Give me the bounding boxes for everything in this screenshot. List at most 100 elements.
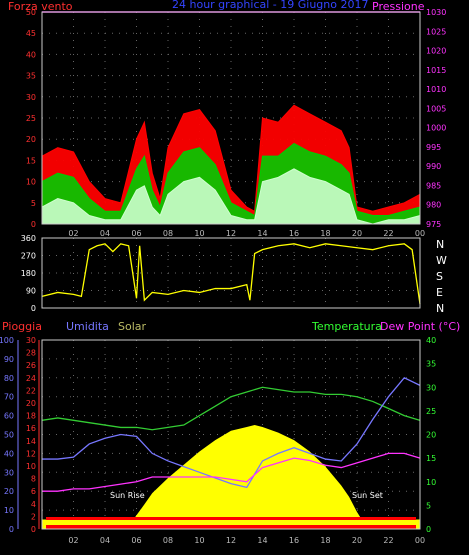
x-tick-label: 12: [226, 229, 236, 238]
rain-tick-label: 8: [31, 475, 36, 484]
temp-series: [41, 376, 421, 529]
humidity-tick-label: 60: [4, 412, 14, 421]
x-tick-label: 18: [320, 536, 330, 545]
wind-tick-label: 30: [26, 93, 36, 102]
x-tick-label: 06: [131, 229, 141, 238]
x-tick-label: 00: [415, 229, 425, 238]
rain-tick-label: 2: [31, 512, 36, 521]
pressure-tick-label: 1020: [426, 47, 446, 56]
rain-tick-label: 22: [26, 386, 36, 395]
temperature-tick-label: 35: [426, 360, 436, 369]
x-tick-label: 08: [163, 229, 173, 238]
pressure-tick-label: 1030: [426, 8, 446, 17]
wind-pressure-chart: Forza vento 24 hour graphical - 19 Giugn…: [8, 0, 446, 238]
wind-tick-label: 15: [26, 156, 36, 165]
temperature-tick-label: 0: [426, 525, 431, 534]
direction-plot-frame: [41, 237, 421, 309]
x-tick-label: 08: [163, 536, 173, 545]
rain-tick-label: 4: [31, 500, 36, 509]
wind-tick-label: 40: [26, 50, 36, 59]
solar-area: [42, 425, 420, 529]
wind-tick-label: 50: [26, 8, 36, 17]
temperature-tick-label: 20: [426, 431, 436, 440]
pressure-tick-label: 995: [426, 143, 441, 152]
humidity-tick-label: 0: [9, 525, 14, 534]
rain-tick-label: 10: [26, 462, 36, 471]
wind-tick-label: 5: [31, 199, 36, 208]
temperature-label: Temperatura: [311, 320, 382, 333]
wind-series-area: [41, 168, 421, 225]
humidity-tick-label: 20: [4, 487, 14, 496]
direction-y-ticks: 0 90 180 270 360: [21, 234, 36, 313]
wind-tick-label: 20: [26, 135, 36, 144]
x-tick-label: 02: [68, 229, 78, 238]
x-tick-label: 22: [383, 536, 393, 545]
rain-tick-label: 18: [26, 412, 36, 421]
chart-title: 24 hour graphical - 19 Giugno 2017: [172, 0, 368, 11]
x-tick-label: 04: [100, 229, 110, 238]
rain-tick-label: 14: [26, 437, 36, 446]
x-tick-label: 16: [289, 536, 299, 545]
direction-tick-label: 180: [21, 269, 36, 278]
compass-label: S: [436, 270, 443, 283]
temperature-tick-label: 30: [426, 383, 436, 392]
x-tick-label: 02: [68, 536, 78, 545]
pressure-tick-label: 1025: [426, 27, 446, 36]
direction-tick-label: 0: [31, 304, 36, 313]
wind-tick-label: 45: [26, 29, 36, 38]
x-tick-label: 20: [352, 536, 362, 545]
humidity-tick-label: 80: [4, 374, 14, 383]
pressure-tick-label: 1000: [426, 124, 446, 133]
wind-tick-label: 35: [26, 72, 36, 81]
temperature-chart: Pioggia Umidita Solar Temperatura Dew Po…: [0, 320, 460, 545]
temperature-tick-label: 5: [426, 501, 431, 510]
sunset-label: Sun Set: [352, 491, 383, 500]
rain-tick-label: 16: [26, 424, 36, 433]
temperature-tick-label: 40: [426, 336, 436, 345]
x-tick-label: 22: [383, 229, 393, 238]
pressure-axis-label: Pressione: [372, 0, 425, 13]
pressure-tick-label: 980: [426, 201, 441, 210]
x-tick-label: 12: [226, 536, 236, 545]
x-tick-label: 14: [257, 229, 267, 238]
x-tick-label: 16: [289, 229, 299, 238]
wind-tick-label: 10: [26, 178, 36, 187]
humidity-tick-label: 100: [0, 336, 14, 345]
wind-plot-frame: [41, 11, 421, 225]
wind-tick-label: 0: [31, 220, 36, 229]
humidity-tick-label: 50: [4, 431, 14, 440]
temperature-tick-label: 25: [426, 407, 436, 416]
x-tick-label: 10: [194, 229, 204, 238]
humidity-tick-label: 10: [4, 506, 14, 515]
dewpoint-line: [42, 452, 421, 492]
rain-tick-label: 30: [26, 336, 36, 345]
wind-y-ticks: 0 5 10 15 20 25 30 35 40 45 50: [26, 8, 36, 229]
humidity-label: Umidita: [66, 320, 109, 333]
pressure-tick-label: 1005: [426, 104, 446, 113]
x-tick-label: 00: [415, 536, 425, 545]
wind-x-ticks: 02 04 06 08 10 12 14 16 18 20 22 00: [68, 229, 425, 238]
compass-label: N: [436, 302, 444, 315]
rain-tick-label: 6: [31, 487, 36, 496]
pressure-tick-label: 1010: [426, 85, 446, 94]
humidity-ticks: 0 10 20 30 40 50 60 70 80 90 100: [0, 336, 14, 534]
rain-label: Pioggia: [2, 320, 42, 333]
compass-label: E: [436, 286, 443, 299]
pressure-tick-label: 975: [426, 220, 441, 229]
pressure-tick-label: 990: [426, 162, 441, 171]
direction-line: [41, 243, 421, 305]
pressure-tick-label: 1015: [426, 66, 446, 75]
x-tick-label: 04: [100, 536, 110, 545]
direction-tick-label: 360: [21, 234, 36, 243]
temp-plot-frame: [41, 339, 421, 530]
solar-label: Solar: [118, 320, 147, 333]
humidity-tick-label: 90: [4, 355, 14, 364]
humidity-line: [42, 376, 421, 489]
pressure-y-ticks: 975 980 985 990 995 1000 1005 1010 1015 1020 1025 1…: [426, 8, 446, 229]
x-tick-label: 06: [131, 536, 141, 545]
rain-tick-label: 28: [26, 349, 36, 358]
